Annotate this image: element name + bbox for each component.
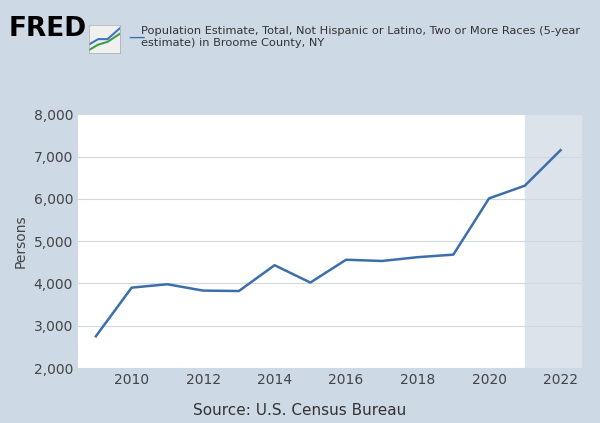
- Text: FRED: FRED: [9, 16, 87, 42]
- Y-axis label: Persons: Persons: [14, 214, 28, 268]
- Bar: [525, 114, 582, 368]
- Text: Population Estimate, Total, Not Hispanic or Latino, Two or More Races (5-year
es: Population Estimate, Total, Not Hispanic…: [141, 26, 580, 48]
- Text: Source: U.S. Census Bureau: Source: U.S. Census Bureau: [193, 403, 407, 418]
- Text: —: —: [128, 28, 145, 46]
